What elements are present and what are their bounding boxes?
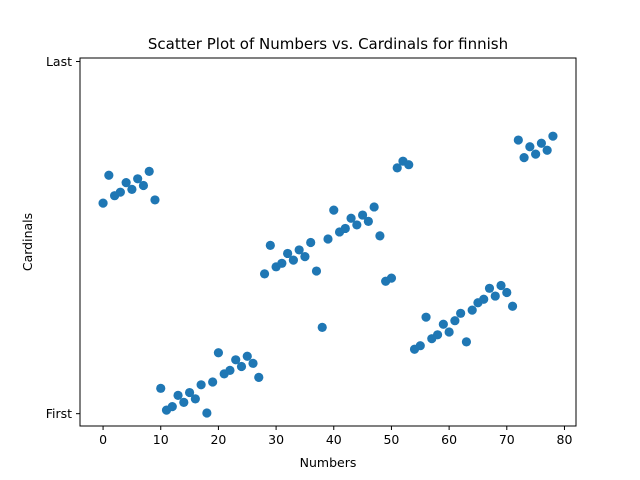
data-point [248,358,258,368]
data-point [225,365,235,375]
data-point [467,305,477,315]
chart-title: Scatter Plot of Numbers vs. Cardinals fo… [148,35,508,53]
data-point [283,248,293,259]
data-point [121,178,131,188]
data-point [369,202,379,212]
data-point [392,163,402,173]
data-point [306,237,316,248]
x-tick-label: 60 [441,432,457,447]
data-point [167,402,177,412]
data-point [265,240,275,250]
data-point [438,319,448,329]
y-axis: First Last [46,54,80,421]
data-point [104,170,114,180]
data-point [450,316,460,326]
data-point [294,245,304,255]
data-point [542,145,552,155]
data-point [461,337,472,347]
data-point [202,408,212,418]
data-point [386,273,397,283]
y-tick-label: Last [46,54,72,69]
x-tick-label: 70 [499,432,515,447]
x-tick-label: 0 [99,432,107,447]
data-point [444,327,454,337]
data-point [288,255,298,265]
x-tick-label: 40 [326,432,342,447]
data-point [525,142,535,152]
data-point [311,266,322,276]
data-point [490,291,500,301]
y-axis-label: Cardinals [20,213,35,271]
data-point [415,341,425,351]
data-point [300,252,310,262]
x-tick-label: 50 [383,432,399,447]
data-point [421,312,431,322]
data-point [138,180,149,191]
data-point [358,210,368,220]
points-layer [98,131,558,418]
data-point [329,205,339,215]
data-point [196,380,206,390]
data-point [479,294,489,304]
data-point [432,330,443,340]
x-tick-label: 30 [268,432,284,447]
data-point [363,216,373,226]
data-point [513,135,523,145]
data-point [184,387,195,398]
data-point [456,308,466,318]
data-point [404,160,414,170]
data-point [190,394,200,404]
data-point [127,184,137,194]
data-point [98,198,108,208]
data-point [254,372,264,382]
data-point [236,361,247,372]
data-point [150,195,160,205]
data-point [179,397,189,408]
data-point [502,287,512,298]
data-point [259,269,270,279]
data-point [144,166,154,176]
data-point [277,258,287,268]
data-point [231,355,241,365]
data-point [352,220,362,230]
plot-area-frame [79,57,577,427]
x-tick-label: 20 [210,432,226,447]
data-point [484,283,495,293]
data-point [496,280,506,291]
data-point [173,390,183,400]
y-tick-label: First [46,406,72,421]
data-point [346,213,356,223]
data-point [519,153,529,163]
data-point [213,348,224,358]
data-point [531,149,541,159]
data-point [340,223,350,234]
data-point [156,383,166,393]
data-point [208,377,218,387]
data-point [536,138,547,148]
data-point [317,322,327,332]
data-point [242,351,252,361]
x-tick-label: 80 [557,432,573,447]
data-point [133,174,143,184]
data-point [548,131,558,141]
data-point [375,231,385,241]
x-axis-label: Numbers [300,455,357,470]
data-point [115,187,125,197]
data-point [507,301,518,311]
data-point [323,234,333,244]
x-tick-label: 10 [153,432,169,447]
x-axis: 0 10 20 30 40 50 60 70 80 [99,426,572,447]
